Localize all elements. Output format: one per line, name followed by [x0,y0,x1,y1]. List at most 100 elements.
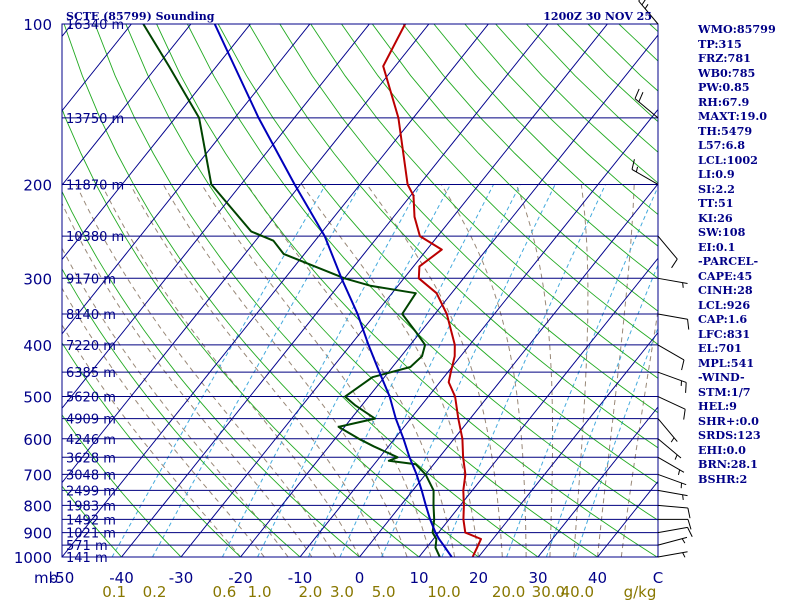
sounding-stat: BRN:28.1 [698,457,758,471]
height-label: 11870 m [66,178,124,193]
wind-barb-staff [657,313,688,320]
pressure-tick-label: 700 [23,466,52,484]
sounding-stat: CAP:1.6 [698,312,748,326]
mixing-ratio-line [307,184,495,557]
height-label: 1492 m [66,513,116,528]
wind-barb-flag [634,88,640,99]
mixing-ratio-label: 40.0 [561,583,594,600]
chart-title: SCTE (85799) Sounding [66,10,215,23]
sounding-stat: LFC:831 [698,326,751,341]
sounding-stat: WB0:785 [698,65,756,80]
wind-barb-flag [682,282,684,288]
wind-barb [657,551,688,558]
wind-barb-flag [681,359,685,371]
height-label: 3628 m [66,451,116,466]
wind-barb-flag [635,166,639,173]
mixing-ratio-label: 20.0 [492,583,525,600]
temperature-tick-label: -40 [109,569,134,587]
mixing-ratio-line [339,184,521,557]
isotherm-line [359,183,658,557]
mixing-ratio-label: 0.6 [212,583,236,600]
wind-barb-staff [657,551,688,558]
sounding-stat: EL:701 [698,341,742,355]
wind-barb-staff [657,526,688,534]
height-label: 5620 m [66,391,116,406]
sounding-stat: PW:0.85 [698,80,750,94]
isotherm-line [62,24,370,410]
height-label: 16340 m [66,18,124,33]
isotherm-line [62,24,489,557]
wind-barb [638,0,659,25]
parcel-profile-line [213,24,453,557]
mixing-ratio-label: 30.0 [532,583,565,600]
height-label: 8140 m [66,308,116,323]
wind-barb-flag [681,538,686,544]
isotherm-line [537,406,658,557]
pressure-tick-label: 900 [23,525,52,543]
wind-barb-flag [631,159,635,170]
sounding-stat: BSHR:2 [698,471,748,486]
wind-barb-staff [657,473,687,486]
sounding-stat: TT:51 [698,196,734,210]
sounding-stat: MPL:541 [698,355,755,370]
wind-barb [657,418,678,443]
moist-adiabat-line [101,184,360,557]
sounding-stat: STM:1/7 [698,384,751,399]
wind-barb-flag [687,319,690,330]
pressure-tick-label: 800 [23,497,52,515]
plot-frame [61,23,659,558]
x-axis-right-label: C [653,569,663,587]
wind-barb-staff [657,489,688,497]
mixing-ratio-label: 1.0 [248,583,272,600]
wind-barb-flag [671,258,678,269]
height-label: 4909 m [66,413,116,428]
wind-barb [657,344,685,371]
sounding-stat: LCL:1002 [698,152,758,167]
temperature-tick-label: -50 [50,569,75,587]
wind-barb [657,473,687,489]
wind-barb-flag [638,0,640,2]
wind-barb [657,277,688,288]
isotherm-line [418,257,658,557]
wind-barb-flag [687,527,693,537]
sounding-stat: CINH:28 [698,283,753,297]
temperature-tick-label: 20 [469,569,488,587]
height-label: 10380 m [66,230,124,245]
wind-barb-flag [670,437,675,443]
wind-barb [657,504,691,519]
wind-barb-flag [687,519,692,530]
temperature-tick-label: -20 [228,569,253,587]
wind-barb [631,159,659,185]
mixing-ratio-line [545,263,658,557]
mixing-ratio-label: 0.1 [102,583,126,600]
pressure-tick-label: 100 [23,16,52,34]
wind-barb-flag [685,382,687,393]
height-label: 13750 m [66,112,124,127]
wind-barb-flag [674,454,678,460]
isotherm-line [121,24,549,557]
x-axis-left-label: mb [34,569,58,587]
height-label: 141 m [66,551,108,566]
wind-barb [657,438,682,460]
wind-barb-staff [657,396,686,410]
pressure-tick-label: 500 [23,389,52,407]
pressure-tick-label: 600 [23,431,52,449]
pressure-tick-label: 200 [23,176,52,194]
sounding-stat: RH:67.9 [698,94,750,109]
wind-barb [657,489,688,500]
sounding-stat: WMO:85799 [698,22,776,36]
isotherm-line [240,34,658,557]
sounding-stat: SRDS:123 [698,428,761,442]
temperature-tick-label: 30 [528,569,547,587]
wind-barb-flag [687,507,691,519]
wind-barb [657,396,686,420]
wind-barb-flag [638,92,644,102]
chart-time: 1200Z 30 NOV 25 [543,10,652,23]
sounding-stat: -WIND- [698,370,745,384]
sounding-stats-list: WMO:85799 TP:315 FRZ:781 WB0:785 PW:0.85 RH:6… [698,22,776,486]
height-label: 4246 m [66,433,116,448]
wind-barb-staff [657,504,688,509]
mixing-ratio-line [257,184,451,557]
wind-barb [657,536,688,546]
plot-background [62,24,658,557]
